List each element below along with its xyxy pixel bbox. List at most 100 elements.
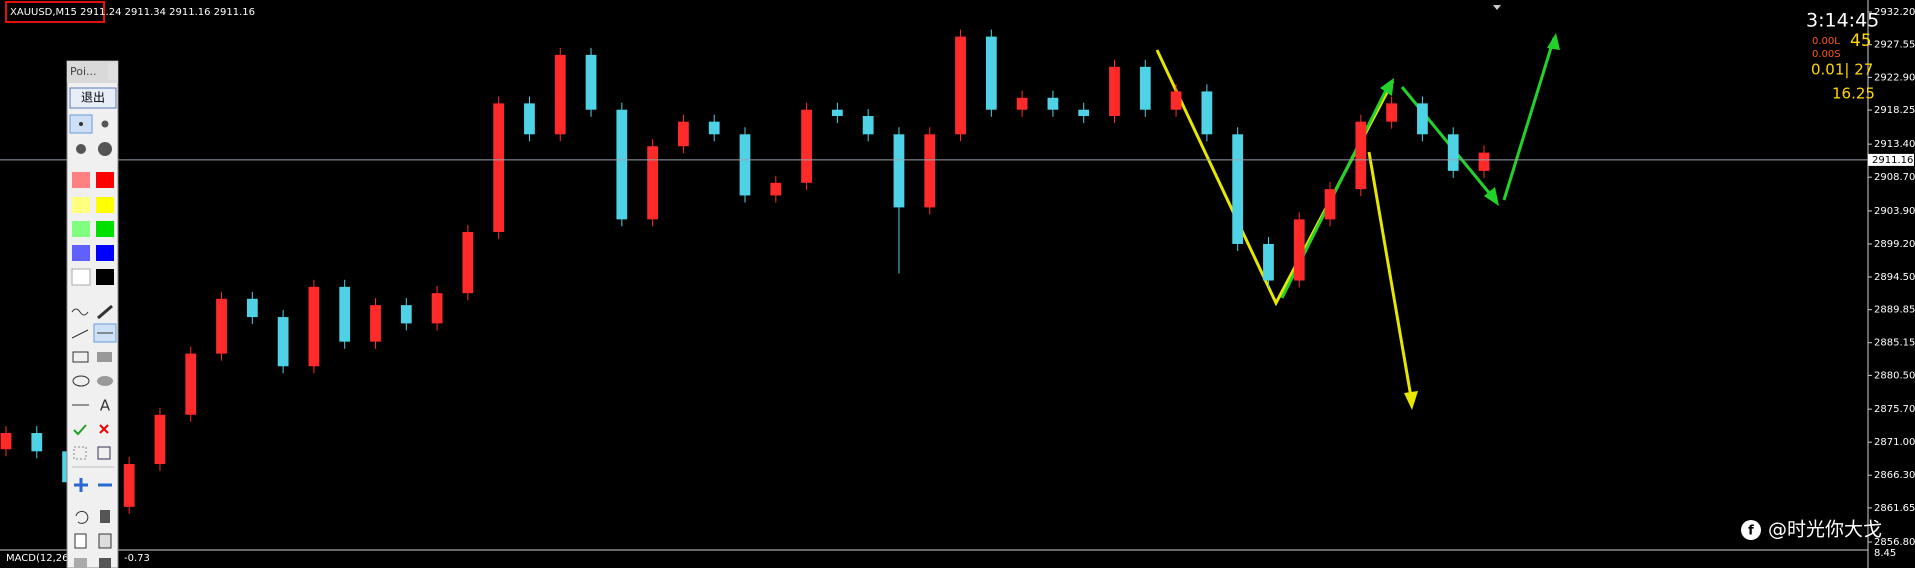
tool-icon[interactable] [99, 424, 109, 434]
y-tick-label: 2889.85 [1874, 305, 1915, 316]
toolbar-title: Poi... [70, 65, 97, 78]
watermark-icon [1741, 520, 1761, 540]
candle-body [1109, 66, 1120, 117]
candle-body [1232, 134, 1244, 244]
y-tick-label: 2927.55 [1874, 40, 1915, 51]
arrow-path [1502, 37, 1556, 201]
candle-body [616, 109, 628, 220]
candle-body [708, 121, 720, 135]
tool-icon[interactable] [74, 533, 87, 549]
tool-icon[interactable] [75, 510, 89, 524]
exit-label[interactable]: 退出 [81, 91, 105, 105]
tool-icon[interactable] [79, 122, 83, 126]
text-tool[interactable]: A [100, 397, 111, 415]
indicator-axis-label: 8.45 [1874, 548, 1896, 559]
color-swatch[interactable] [72, 245, 90, 261]
candle-body [893, 134, 905, 208]
candle-body [770, 182, 782, 196]
arrow-head [1404, 391, 1418, 410]
toolbar-panel [66, 60, 119, 568]
candle-body [1139, 66, 1151, 110]
candle-body [308, 286, 320, 367]
candle-body [801, 109, 812, 183]
toolbar-close[interactable] [108, 63, 117, 80]
watermark-icon-glyph: f [1748, 524, 1754, 539]
y-tick-label: 2903.90 [1874, 206, 1915, 217]
candle-body [493, 103, 505, 233]
tool-icon[interactable] [72, 375, 90, 387]
color-swatch[interactable] [71, 268, 91, 286]
tool-icon[interactable] [74, 478, 88, 492]
candle-body [739, 134, 751, 196]
tool-icon[interactable] [101, 120, 109, 128]
tool-icon[interactable] [73, 446, 87, 460]
candle-body [924, 134, 936, 208]
tool-icon[interactable] [97, 446, 111, 460]
arrow-head [1484, 187, 1499, 206]
candle-body [1201, 91, 1213, 135]
candle-body [1417, 103, 1428, 135]
candle-body [339, 286, 351, 342]
tool-icon[interactable] [97, 304, 113, 320]
tool-icon[interactable] [99, 558, 111, 568]
y-tick-label: 2856.80 [1874, 537, 1915, 548]
arrow-head [1380, 78, 1394, 96]
color-swatch[interactable] [72, 172, 90, 188]
candle-body [462, 232, 474, 294]
spread: 16.25 [1832, 85, 1875, 103]
shift-marker [1493, 5, 1501, 10]
seconds: 45 [1850, 31, 1872, 51]
candle-body [647, 146, 659, 220]
candle-body [1386, 103, 1398, 122]
candle-body [1293, 219, 1305, 281]
y-tick-label: 2875.70 [1874, 404, 1915, 415]
color-swatch[interactable] [96, 269, 114, 285]
candle-body [524, 103, 535, 135]
candle-body [185, 353, 197, 415]
y-tick-label: 2866.30 [1874, 470, 1915, 481]
tool-icon[interactable] [73, 424, 87, 436]
toolbar-titlebar [67, 61, 118, 83]
candle-body [1170, 91, 1182, 110]
tool-icon[interactable] [98, 142, 112, 156]
candle-body [1078, 109, 1090, 117]
candle-body [400, 305, 412, 324]
y-tick-label: 2908.70 [1874, 172, 1915, 183]
candle-body [678, 121, 689, 147]
color-swatch[interactable] [96, 197, 114, 213]
tool-icon[interactable] [97, 352, 112, 362]
tool-icon[interactable] [74, 558, 87, 568]
color-swatch[interactable] [72, 221, 90, 237]
color-swatch[interactable] [96, 172, 114, 188]
tool-icon[interactable] [71, 308, 89, 316]
candle-body [0, 433, 12, 450]
candle-body [1263, 243, 1274, 281]
drawn-arrows [1155, 33, 1560, 410]
header-box [5, 1, 105, 23]
color-swatch[interactable] [96, 221, 114, 237]
short-label: 0.00S [1812, 49, 1841, 60]
candle-body [554, 54, 566, 135]
arrow-head [1547, 33, 1560, 50]
color-swatch[interactable] [96, 245, 114, 261]
current-price-tag [1868, 153, 1914, 166]
toolbar: Poi... 退出 A [66, 60, 119, 568]
exit-button[interactable] [69, 87, 117, 109]
y-tick-label: 2922.90 [1874, 72, 1915, 83]
y-tick-label: 2861.65 [1874, 503, 1915, 514]
tool-icon[interactable] [71, 329, 89, 339]
candle-body [246, 298, 258, 318]
candle-body [1355, 121, 1367, 190]
watermark: @时光你大戈 [1768, 519, 1882, 541]
tool-icon[interactable] [72, 351, 89, 363]
tool-icon[interactable] [100, 510, 110, 523]
tool-icon[interactable] [76, 144, 86, 154]
candle-body [370, 305, 381, 342]
tool-icon[interactable] [97, 376, 113, 386]
color-swatch[interactable] [72, 197, 90, 213]
tool-icon[interactable] [98, 533, 112, 549]
candle-body [831, 109, 843, 117]
y-tick-label: 2894.50 [1874, 272, 1915, 283]
